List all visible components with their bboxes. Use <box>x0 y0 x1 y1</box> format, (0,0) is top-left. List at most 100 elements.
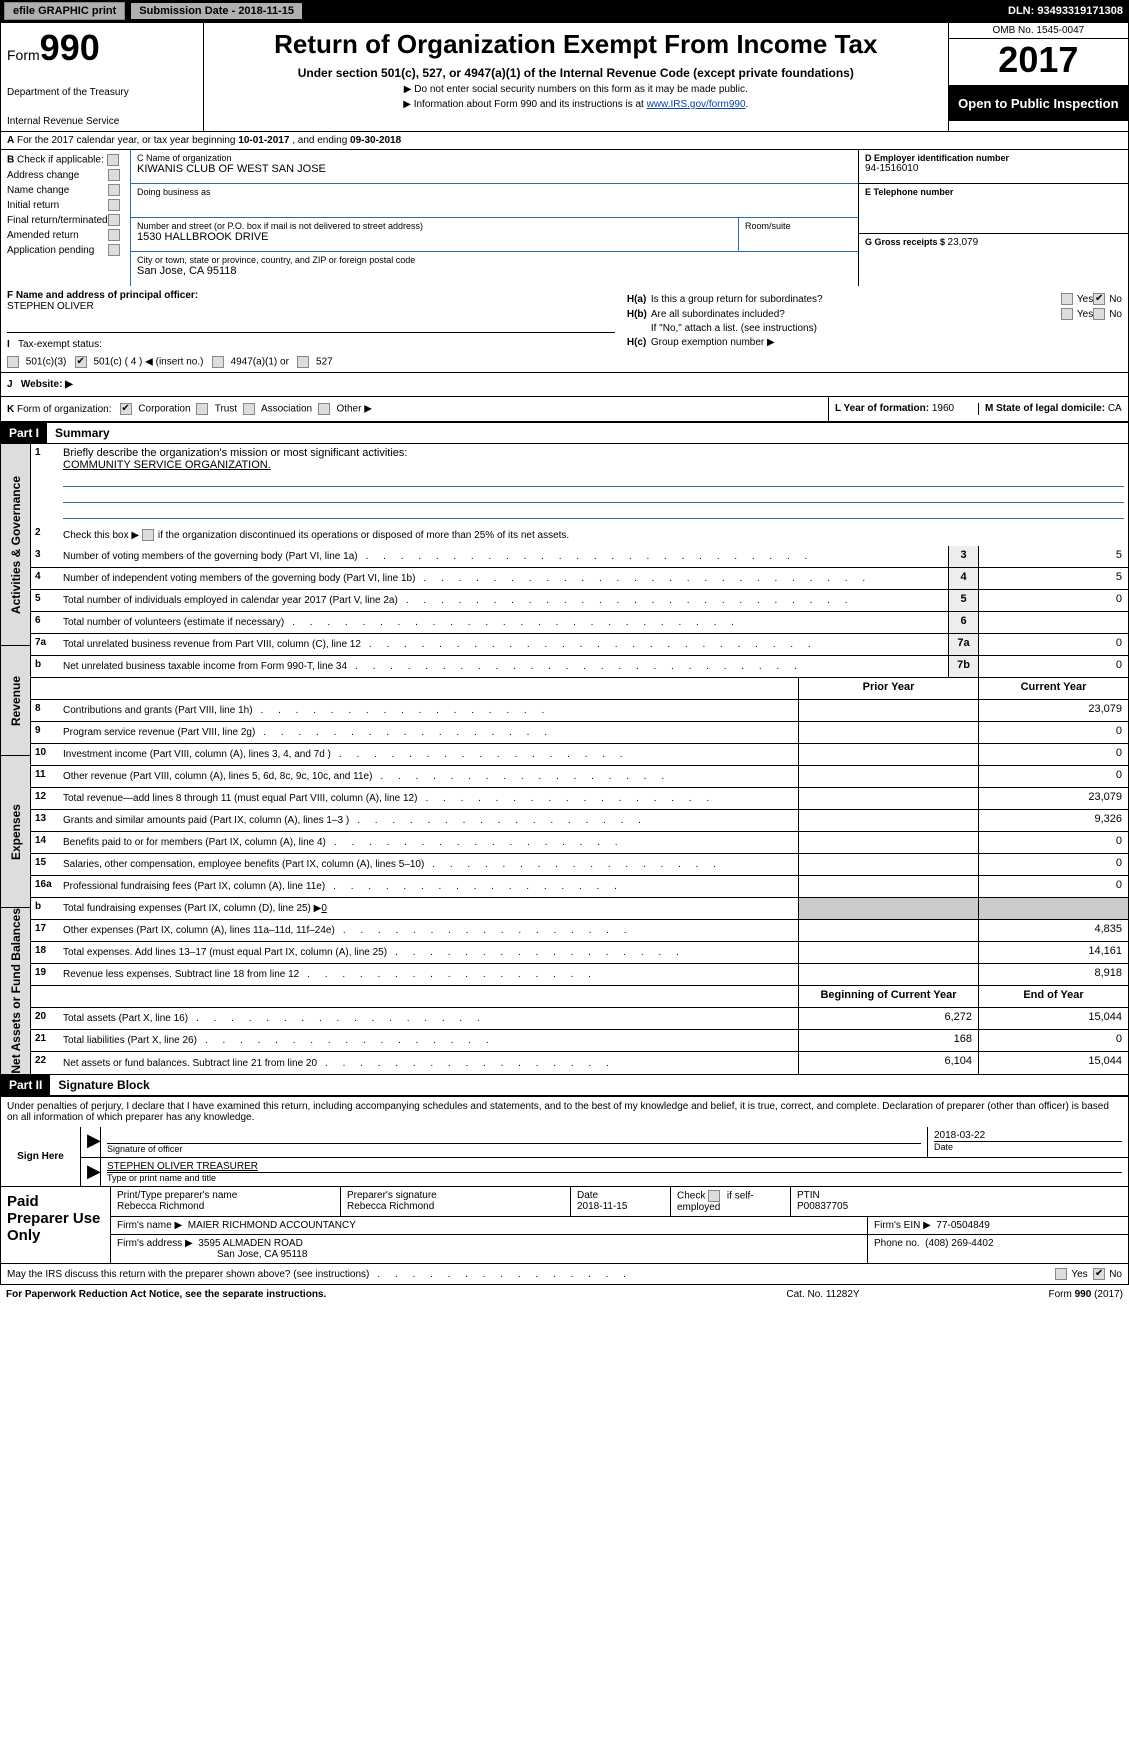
note2-suffix: . <box>746 99 749 110</box>
ein-box: D Employer identification number 94-1516… <box>859 150 1128 184</box>
room-label: Room/suite <box>745 221 852 231</box>
tax-year: 2017 <box>949 39 1128 86</box>
discuss-text: May the IRS discuss this return with the… <box>7 1269 369 1280</box>
line-19-num: 19 <box>31 964 59 985</box>
col-b-label: B <box>7 155 14 166</box>
line-6: 6Total number of volunteers (estimate if… <box>31 612 1128 634</box>
efile-print-button[interactable]: efile GRAPHIC print <box>4 2 125 20</box>
line-4-box: 4 <box>948 568 978 589</box>
tax-opt-1-checkbox[interactable] <box>75 356 87 368</box>
line-9-prior <box>798 722 978 743</box>
year-formation: 1960 <box>932 403 954 414</box>
section-i: I Tax-exempt status: 501(c)(3) 501(c) ( … <box>7 332 615 368</box>
column-d: D Employer identification number 94-1516… <box>858 150 1128 286</box>
ha-no-checkbox[interactable] <box>1093 293 1105 305</box>
city-box: City or town, state or province, country… <box>131 252 858 286</box>
tax-opt-3-checkbox[interactable] <box>297 356 309 368</box>
header-right: OMB No. 1545-0047 2017 Open to Public In… <box>948 23 1128 131</box>
org-name: KIWANIS CLUB OF WEST SAN JOSE <box>137 163 852 175</box>
line-5: 5Total number of individuals employed in… <box>31 590 1128 612</box>
top-bar: efile GRAPHIC print Submission Date - 20… <box>0 0 1129 22</box>
vtab-activities-label: Activities & Governance <box>9 476 23 614</box>
tax-year-end: 09-30-2018 <box>350 135 401 146</box>
irs-link[interactable]: www.IRS.gov/form990 <box>647 99 746 110</box>
line16b-num: b <box>31 898 59 919</box>
line-11-prior <box>798 766 978 787</box>
discuss-yes-checkbox[interactable] <box>1055 1268 1067 1280</box>
part-1: Part I Summary Activities & Governance R… <box>0 422 1129 1075</box>
line2-prefix: Check this box ▶ <box>63 530 139 541</box>
line1-text: Briefly describe the organization's miss… <box>63 447 1124 459</box>
vtab-expenses-label: Expenses <box>9 804 23 860</box>
line-a: A For the 2017 calendar year, or tax yea… <box>0 132 1129 150</box>
check-4[interactable] <box>108 229 120 241</box>
current-year-header: Current Year <box>978 678 1128 699</box>
vtab-netassets-label: Net Assets or Fund Balances <box>9 908 23 1074</box>
check-3[interactable] <box>108 214 120 226</box>
section-j: J Website: ▶ <box>0 373 1129 397</box>
check-5[interactable] <box>108 244 120 256</box>
preparer-row-3: Firm's address ▶ 3595 ALMADEN ROAD San J… <box>111 1235 1128 1263</box>
check-0[interactable] <box>108 169 120 181</box>
check-2[interactable] <box>108 199 120 211</box>
prep-name-label: Print/Type preparer's name <box>117 1190 334 1201</box>
line1-num: 1 <box>31 444 59 524</box>
line16b-prior <box>798 898 978 919</box>
k-opt-0-checkbox[interactable] <box>120 403 132 415</box>
k-opt-1-checkbox[interactable] <box>196 403 208 415</box>
line-15-num: 15 <box>31 854 59 875</box>
ha-yes: Yes <box>1077 294 1093 305</box>
line-7a: 7aTotal unrelated business revenue from … <box>31 634 1128 656</box>
line-19-prior <box>798 964 978 985</box>
k-opt-2: Association <box>261 404 312 415</box>
section-h: H(a) Is this a group return for subordin… <box>621 286 1128 372</box>
line2-checkbox[interactable] <box>142 529 154 541</box>
prep-sig-label: Preparer's signature <box>347 1190 564 1201</box>
line-21-current: 0 <box>978 1030 1128 1051</box>
org-name-box: C Name of organization KIWANIS CLUB OF W… <box>131 150 858 184</box>
line-6-box: 6 <box>948 612 978 633</box>
self-emp-checkbox[interactable] <box>708 1190 720 1202</box>
line-19-current: 8,918 <box>978 964 1128 985</box>
firm-addr-cell: Firm's address ▶ 3595 ALMADEN ROAD San J… <box>111 1235 868 1263</box>
tax-opt-0-checkbox[interactable] <box>7 356 19 368</box>
line-b-desc: Net unrelated business taxable income fr… <box>59 656 948 677</box>
part2-title: Signature Block <box>50 1075 1128 1095</box>
firm-ein: 77-0504849 <box>936 1220 989 1231</box>
column-b: B Check if applicable: Address changeNam… <box>1 150 131 286</box>
k-opt-3-checkbox[interactable] <box>318 403 330 415</box>
k-opt-2-checkbox[interactable] <box>243 403 255 415</box>
hb-no-checkbox[interactable] <box>1093 308 1105 320</box>
footer-form-num: 990 <box>1075 1289 1092 1300</box>
check-if-applicable: Check if applicable: <box>17 155 104 166</box>
prep-sig: Rebecca Richmond <box>347 1201 564 1212</box>
discuss-no-checkbox[interactable] <box>1093 1268 1105 1280</box>
line-15-current: 0 <box>978 854 1128 875</box>
vtab-revenue: Revenue <box>1 646 31 756</box>
line-3-desc: Number of voting members of the governin… <box>59 546 948 567</box>
addr-label: Number and street (or P.O. box if mail i… <box>137 221 732 231</box>
check-1[interactable] <box>108 184 120 196</box>
sig-arrow-2: ▶ <box>81 1158 101 1186</box>
ha-yes-checkbox[interactable] <box>1061 293 1073 305</box>
line16b-current <box>978 898 1128 919</box>
hb-yes-checkbox[interactable] <box>1061 308 1073 320</box>
gross-value: 23,079 <box>948 237 979 248</box>
line-20: 20Total assets (Part X, line 16). . . . … <box>31 1008 1128 1030</box>
line-14-num: 14 <box>31 832 59 853</box>
vtab-netassets: Net Assets or Fund Balances <box>1 908 31 1074</box>
tax-opt-2-checkbox[interactable] <box>212 356 224 368</box>
line-18-num: 18 <box>31 942 59 963</box>
nah-desc <box>59 986 798 1007</box>
city-value: San Jose, CA 95118 <box>137 265 852 277</box>
form-subtitle: Under section 501(c), 527, or 4947(a)(1)… <box>224 66 928 80</box>
prep-name-cell: Print/Type preparer's name Rebecca Richm… <box>111 1187 341 1216</box>
check-applicable-box[interactable] <box>107 154 119 166</box>
form-note1: ▶ Do not enter social security numbers o… <box>224 84 928 95</box>
line-7a-box: 7a <box>948 634 978 655</box>
discuss-yes: Yes <box>1071 1269 1087 1280</box>
line-20-prior: 6,272 <box>798 1008 978 1029</box>
open-public-inspection: Open to Public Inspection <box>949 86 1128 121</box>
line-6-desc: Total number of volunteers (estimate if … <box>59 612 948 633</box>
submission-date: Submission Date - 2018-11-15 <box>131 3 302 19</box>
